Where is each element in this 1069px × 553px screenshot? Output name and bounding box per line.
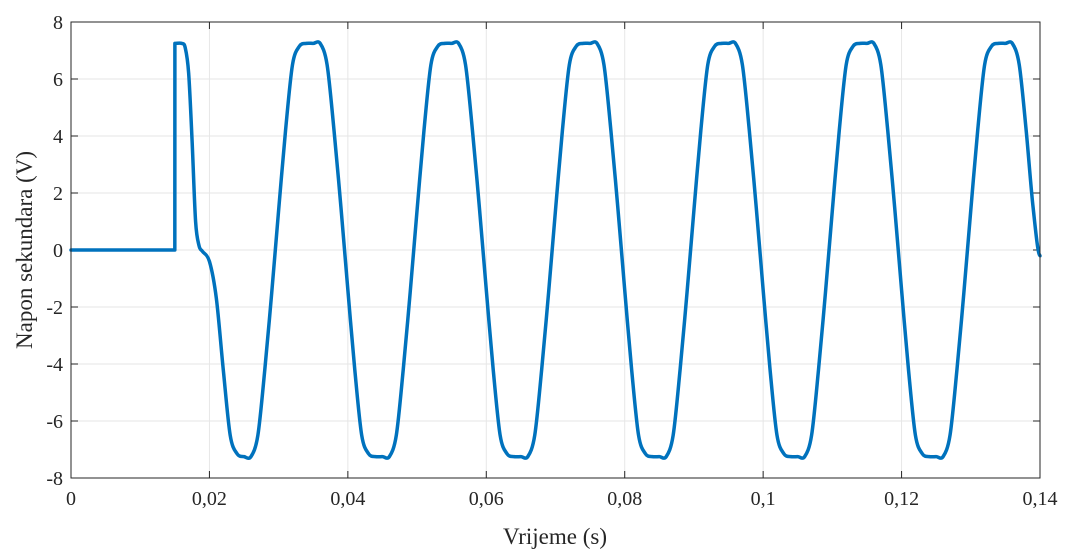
x-tick-label: 0,1 [751, 488, 776, 510]
grid-lines [71, 22, 1040, 478]
x-tick-label: 0,02 [192, 488, 227, 510]
x-tick-label: 0,06 [469, 488, 504, 510]
y-tick-label: -8 [46, 468, 63, 490]
x-tick-label: 0,12 [884, 488, 919, 510]
series-line-0 [69, 40, 1042, 460]
y-tick-label: -6 [46, 411, 63, 433]
x-tick-labels: 0 0,02 0,04 0,06 0,08 0,1 0,12 0,14 [66, 488, 1058, 510]
y-tick-label: -2 [46, 297, 63, 319]
plot-frame [70, 21, 1041, 479]
series-layer [69, 40, 1042, 460]
y-tick-label: 6 [53, 69, 63, 91]
y-tick-label: 4 [53, 126, 63, 148]
y-tick-label: 0 [53, 240, 63, 262]
x-tick-label: 0 [66, 488, 76, 510]
y-axis-label: Napon sekundara (V) [12, 151, 37, 349]
x-axis-label: Vrijeme (s) [503, 524, 607, 549]
y-tick-labels: -8 -6 -4 -2 0 2 4 6 8 [46, 12, 63, 490]
y-tick-label: -4 [46, 354, 63, 376]
y-tick-label: 2 [53, 183, 63, 205]
y-tick-label: 8 [53, 12, 63, 34]
x-tick-label: 0,14 [1023, 488, 1058, 510]
x-tick-label: 0,08 [607, 488, 642, 510]
x-tick-label: 0,04 [330, 488, 365, 510]
